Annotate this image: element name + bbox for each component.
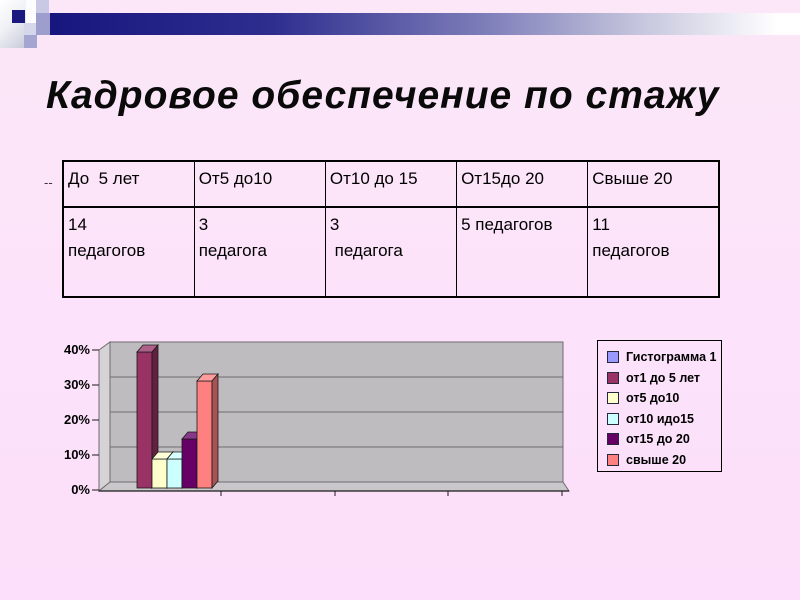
table-cell: 5 педагогов	[456, 206, 589, 298]
table-cell: 3 педагога	[193, 206, 326, 298]
legend-swatch	[607, 412, 619, 425]
legend-item: от10 идо15	[607, 409, 721, 430]
svg-text:30%: 30%	[64, 377, 90, 392]
table-cell: 11 педагогов	[587, 206, 720, 298]
legend-swatch	[607, 392, 619, 405]
decorative-square	[36, 13, 50, 35]
table-header-cell: От5 до10	[193, 160, 326, 208]
legend-swatch	[607, 433, 619, 446]
legend-item: от15 до 20	[607, 429, 721, 450]
legend-swatch	[607, 453, 619, 466]
svg-text:20%: 20%	[64, 412, 90, 427]
svg-text:10%: 10%	[64, 447, 90, 462]
table-header-cell: До 5 лет	[62, 160, 195, 208]
experience-table: До 5 лет От5 до10 От10 до 15 От15до 20 С…	[62, 160, 720, 298]
decorative-square	[26, 0, 36, 23]
table-header-cell: От15до 20	[456, 160, 589, 208]
legend-swatch	[607, 371, 619, 384]
table-body-row: 14 педагогов 3 педагога 3 педагога 5 пед…	[62, 206, 720, 298]
decorative-strip	[0, 0, 26, 48]
slide-title: Кадровое обеспечение по стажу	[46, 74, 720, 117]
legend-item: Гистограмма 1	[607, 347, 721, 368]
legend-item: свыше 20	[607, 450, 721, 471]
decorative-square	[24, 23, 37, 36]
legend-swatch	[607, 351, 619, 364]
header-gradient-bar	[48, 13, 800, 35]
table-header-cell: Свыше 20	[587, 160, 720, 208]
decorative-square-navy	[12, 10, 25, 23]
table-cell: 3 педагога	[324, 206, 458, 298]
legend-label: от5 до10	[626, 391, 680, 406]
table-header-cell: От10 до 15	[324, 160, 458, 208]
legend-label: от10 идо15	[626, 411, 694, 426]
legend-item: от5 до10	[607, 388, 721, 409]
decorative-square	[24, 35, 37, 48]
stray-dash-mark: --	[44, 175, 53, 190]
legend-label: от15 до 20	[626, 432, 690, 447]
bar-chart: 0% 10% 20% 30% 40%	[63, 318, 578, 504]
legend-label: Гистограмма 1	[626, 350, 717, 365]
legend-item: от1 до 5 лет	[607, 368, 721, 389]
bar-chart-canvas: 0% 10% 20% 30% 40%	[64, 341, 570, 497]
decorative-square	[36, 0, 49, 13]
legend-label: от1 до 5 лет	[626, 370, 701, 385]
table-cell: 14 педагогов	[62, 206, 195, 298]
chart-legend: Гистограмма 1 от1 до 5 лет от5 до10 от10 ид…	[597, 340, 722, 472]
svg-text:0%: 0%	[71, 482, 90, 497]
table-header-row: До 5 лет От5 до10 От10 до 15 От15до 20 С…	[62, 160, 720, 208]
svg-text:40%: 40%	[64, 342, 90, 357]
legend-label: свыше 20	[626, 452, 687, 467]
